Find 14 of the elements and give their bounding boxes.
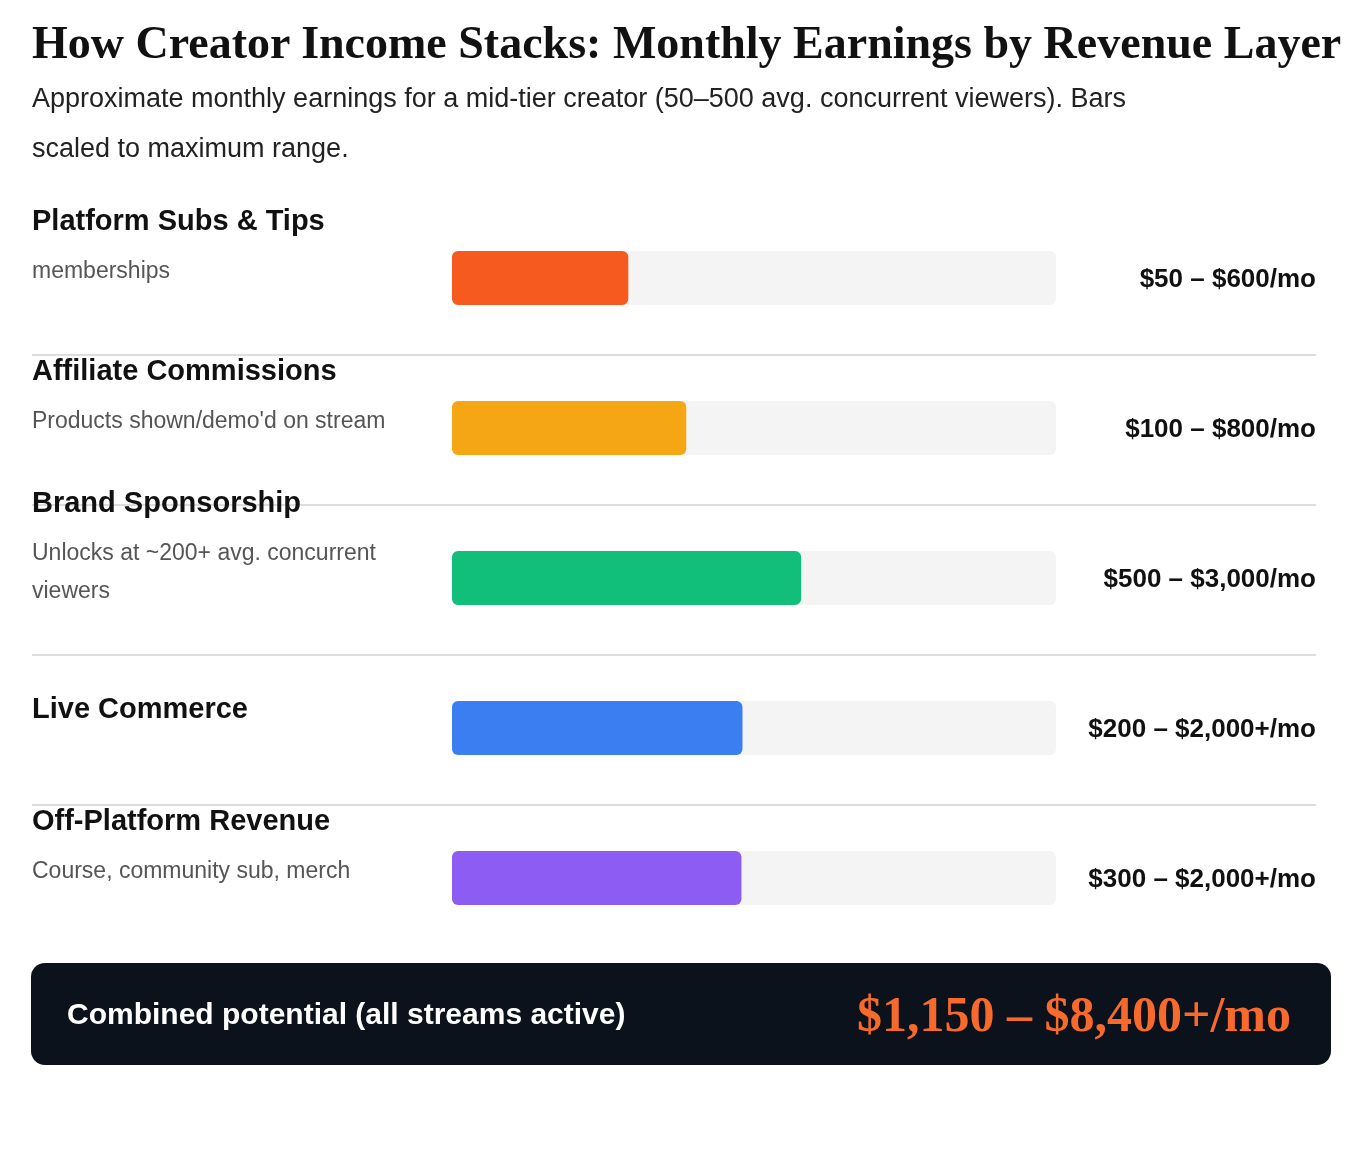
text: $50 – $600/mo [1139, 263, 1316, 293]
text: $1,150 – $8,400+/mo [856, 985, 1291, 1043]
y-tick-label: Platform Subs & Tips memberships [32, 204, 325, 283]
text: $100 – $800/mo [1125, 413, 1316, 443]
y-tick-label: Live Commerce [32, 692, 248, 724]
y-tick-label: Off-Platform Revenue Course, community sub, merch [32, 804, 351, 883]
text: Combined potential (all streams active) [67, 997, 626, 1031]
y-tick-label: Brand Sponsorship Unlocks at ~200+ avg. concurrent viewers [32, 486, 377, 603]
chart-subtitle: Approximate monthly earnings for a mid-tier creator (50–500 avg. concurrent viewers). Bars scaled to maximum range. [31, 82, 1127, 165]
text: $300 – $2,000+/mo [1088, 863, 1316, 893]
y-tick-label: Affiliate Commissions Products shown/demo'd on stream [32, 354, 386, 433]
text: $500 – $3,000/mo [1103, 563, 1316, 593]
chart-title: How Creator Income Stacks: Monthly Earnings by Revenue Layer [31, 16, 1343, 69]
text: $200 – $2,000+/mo [1088, 713, 1316, 743]
